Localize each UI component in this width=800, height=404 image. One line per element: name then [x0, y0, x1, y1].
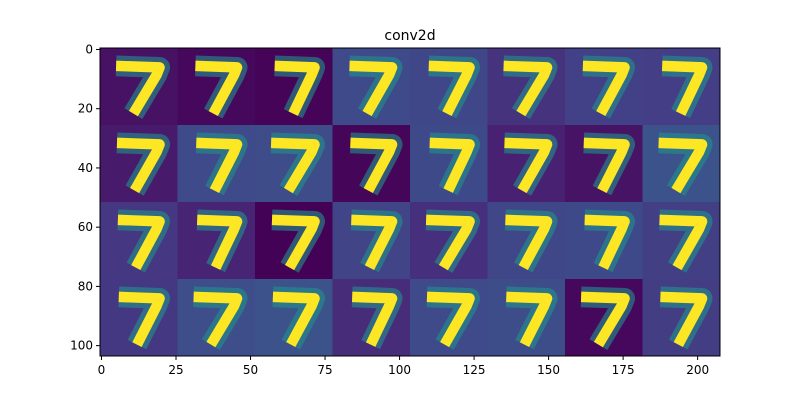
feature-stroke	[504, 137, 553, 194]
feature-stroke	[506, 291, 553, 347]
y-tick-label: 40	[78, 161, 93, 175]
feature-stroke	[271, 214, 320, 271]
feature-stroke	[660, 291, 708, 348]
feature-stroke	[426, 291, 475, 348]
feature-stroke	[425, 214, 475, 271]
x-tick-label: 200	[686, 363, 709, 377]
image	[100, 48, 721, 357]
x-tick-label: 175	[612, 363, 635, 377]
axes-frame	[99, 47, 721, 357]
feature-stroke	[350, 137, 398, 194]
feature-stroke	[584, 214, 630, 270]
feature-stroke	[270, 137, 320, 194]
feature-stroke	[351, 214, 398, 270]
feature-stroke	[658, 137, 708, 194]
y-tick-label: 100	[70, 339, 93, 353]
feature-stroke	[661, 60, 708, 116]
feature-stroke	[505, 214, 553, 271]
feature-stroke	[428, 60, 475, 116]
feature-stroke	[582, 60, 630, 117]
feature-stroke	[429, 137, 475, 193]
feature-stroke	[583, 137, 630, 193]
y-tick-label: 20	[78, 102, 93, 116]
feature-stroke	[349, 60, 398, 117]
feature-stroke	[193, 291, 243, 348]
x-tick-label: 150	[537, 363, 560, 377]
x-tick-label: 100	[388, 363, 411, 377]
chart-title: conv2d	[384, 28, 435, 44]
feature-stroke	[580, 291, 630, 348]
feature-stroke	[195, 60, 243, 117]
feature-stroke	[118, 291, 165, 347]
feature-stroke	[274, 60, 320, 116]
x-tick-label: 125	[463, 363, 486, 377]
feature-stroke	[272, 291, 320, 348]
y-tick-label: 0	[85, 42, 93, 56]
y-tick-label: 60	[78, 220, 93, 234]
feature-stroke	[196, 214, 243, 270]
x-tick-label: 0	[98, 363, 106, 377]
feature-stroke	[503, 60, 553, 117]
feature-stroke	[196, 137, 243, 193]
x-tick-label: 50	[243, 363, 258, 377]
feature-stroke	[115, 60, 165, 117]
feature-stroke	[659, 214, 708, 271]
x-tick-label: 75	[317, 363, 332, 377]
x-tick-label: 25	[168, 363, 183, 377]
feature-stroke	[351, 291, 398, 347]
y-tick-label: 80	[78, 279, 93, 293]
feature-stroke	[117, 214, 165, 271]
feature-stroke	[116, 137, 165, 194]
